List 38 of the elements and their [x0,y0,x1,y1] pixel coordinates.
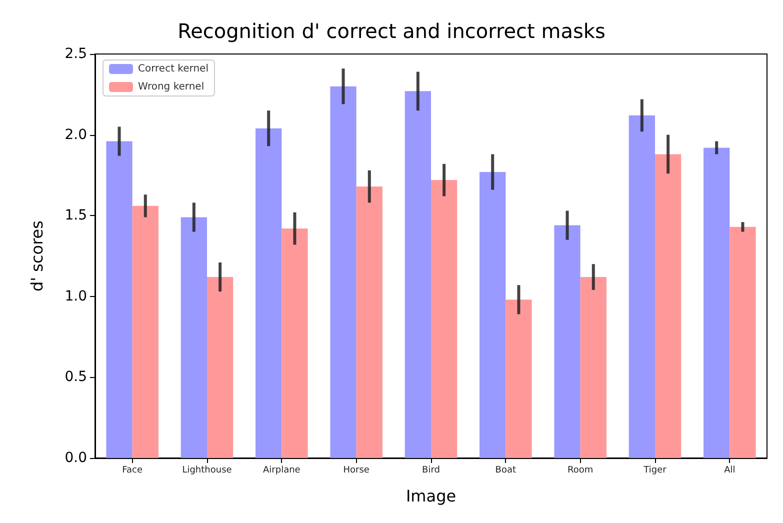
legend-label: Correct kernel [138,64,208,74]
x-axis-title: Image [406,486,456,506]
chart-title: Recognition d' correct and incorrect masks [178,19,606,43]
x-tick-label: Boat [495,466,516,476]
bar [207,277,234,458]
y-axis-title: d' scores [28,220,46,292]
bar [655,154,682,458]
bar [704,148,730,458]
x-tick-label: Tiger [642,466,667,476]
y-tick-label: 0.0 [64,450,87,466]
y-tick-label: 2.0 [64,126,87,143]
x-tick-label: Airplane [263,466,301,476]
x-tick-label: Bird [422,466,440,476]
bar [106,141,132,458]
y-tick-label: 1.0 [64,288,87,304]
bar [480,172,506,458]
x-tick-label: Face [122,466,143,476]
bar [356,186,382,458]
x-tick-label: All [724,466,736,476]
x-tick-label: Lighthouse [182,466,232,476]
bar [431,180,458,458]
bar [256,128,282,458]
legend-label: Wrong kernel [138,82,204,92]
bar [730,226,756,458]
y-tick-label: 2.5 [64,46,87,62]
bar [628,115,655,458]
bar [506,300,532,458]
bar [330,86,356,458]
bar [580,277,606,458]
bar [554,225,580,458]
bar [132,206,158,458]
y-tick-label: 1.5 [64,208,87,224]
bar [180,217,207,458]
bar [282,228,308,458]
x-tick-label: Horse [343,466,370,476]
bar [404,91,431,458]
x-tick-label: Room [568,466,594,476]
y-tick-label: 0.5 [64,369,87,386]
